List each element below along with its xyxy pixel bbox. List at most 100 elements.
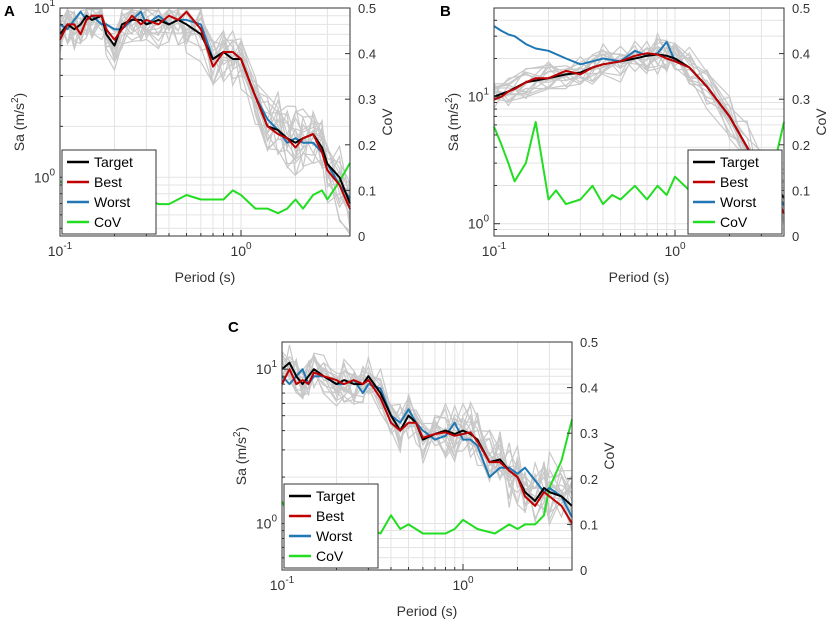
series-line-worst [281,368,573,518]
right-tick-label: 0.4 [358,47,376,62]
ensemble-line [493,40,785,205]
right-tick-label: 0 [358,229,365,244]
y-axis-right: 0 0.1 0.2 0.3 0.4 0.5 CoV [567,335,617,578]
right-tick-label: 0.5 [792,1,810,16]
right-tick-label: 0.3 [792,92,810,107]
y-axis-right: 0 0.1 0.2 0.3 0.4 0.5 CoV [345,1,395,244]
y-label-sup: 2 [10,97,21,103]
y-tick-label: 100 [256,514,278,532]
y-label-sup: 2 [232,431,243,437]
right-tick-label: 0.5 [580,335,598,350]
right-tick-label: 0 [792,229,799,244]
x-tick-label-exp: 0 [246,241,252,252]
right-tick-label: 0.1 [580,517,598,532]
right-tick-label: 0.1 [358,183,376,198]
y-tick-label-base: 10 [468,89,484,105]
y-label-end: ) [11,93,27,98]
x-tick-label-exp: 0 [468,575,474,586]
y-label-end: ) [445,93,461,98]
x-tick-label-base: 10 [270,577,286,593]
x-tick-label-base: 10 [452,577,468,593]
y-tick-label-exp: 1 [483,87,489,98]
y-tick-label-base: 10 [468,216,484,232]
x-axis-label: Period (s) [175,269,236,285]
right-tick-label: 0.4 [580,381,598,396]
legend-label-target: Target [316,488,355,504]
y-label-end: ) [233,427,249,432]
y-tick-label-exp: 1 [49,0,55,9]
axes-box [59,7,351,237]
y-axis-right: 0 0.1 0.2 0.3 0.4 0.5 CoV [779,1,829,244]
right-tick-label: 0.4 [792,47,810,62]
series-line-best [59,10,351,210]
legend: Target Best Worst CoV [283,483,379,569]
y-axis-label-left: Sa (m/s2) [444,93,461,151]
y-axis-label-right: CoV [813,108,829,136]
right-tick-label: 0.5 [358,1,376,16]
panel-label: C [228,319,239,336]
x-tick-label-base: 10 [48,243,64,259]
x-tick-label: 10-1 [48,241,73,259]
right-tick-label: 0.2 [580,472,598,487]
x-tick-label-base: 10 [664,243,680,259]
x-tick-label-exp: -1 [497,241,506,252]
y-axis-label-left: Sa (m/s2) [232,427,249,485]
x-tick-label-exp: -1 [63,241,72,252]
series-line-target [59,14,351,204]
x-axis-label: Period (s) [397,603,458,619]
legend-label-worst: Worst [720,194,756,210]
legend-label-target: Target [720,154,759,170]
legend-label-worst: Worst [94,194,130,210]
legend-label-cov: CoV [94,214,122,230]
axes-box [281,341,573,571]
y-axis-label-right: CoV [379,108,395,136]
y-tick-label-base: 10 [34,0,50,16]
legend-box [61,149,157,235]
y-tick-label-exp: 0 [271,514,277,525]
x-tick-label: 10-1 [482,241,507,259]
legend-box [283,483,379,569]
right-tick-label: 0.3 [358,92,376,107]
y-tick-label: 101 [256,359,278,377]
x-tick-label: 10-1 [270,575,295,593]
x-tick-label: 100 [452,575,474,593]
y-axis-label-right: CoV [601,442,617,470]
legend-label-best: Best [94,174,122,190]
series-line-best [493,52,785,215]
series-target [59,14,351,204]
series-best [493,52,785,215]
ensemble-line [493,47,785,189]
y-tick-label-base: 10 [34,169,50,185]
x-axis: 10-1 100 Period (s) [482,230,785,285]
y-tick-label-base: 10 [256,361,272,377]
legend-label-cov: CoV [720,214,748,230]
series-line-best [281,368,573,525]
axes-box [493,7,785,237]
ensemble-line [281,352,573,523]
right-tick-label: 0.3 [580,426,598,441]
y-tick-label-exp: 0 [49,167,55,178]
y-label-sup: 2 [444,97,455,103]
ensemble-line [59,8,351,184]
legend-label-best: Best [316,508,344,524]
x-axis-label: Period (s) [609,269,670,285]
ensemble-line [493,38,785,223]
y-tick-label: 100 [34,167,56,185]
ensemble-line [493,53,785,214]
legend-box [687,149,783,235]
x-tick-label-exp: 0 [680,241,686,252]
y-label-text: Sa (m/s [233,437,249,485]
legend-label-cov: CoV [316,548,344,564]
y-label-text: Sa (m/s [445,103,461,151]
panel-label: B [440,3,451,20]
right-tick-label: 0.2 [792,138,810,153]
legend: Target Best Worst CoV [687,149,783,235]
right-tick-label: 0 [580,563,587,578]
x-tick-label: 100 [230,241,252,259]
